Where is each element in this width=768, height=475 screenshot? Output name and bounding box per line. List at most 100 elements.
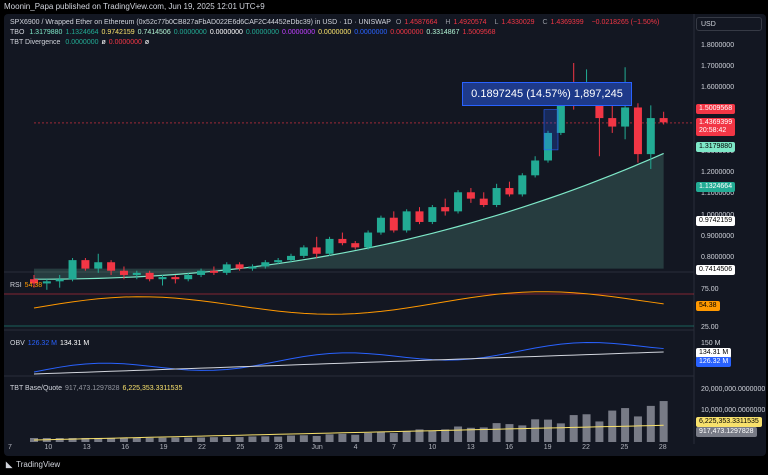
volume-bar	[209, 437, 218, 442]
tradingview-logo[interactable]: ◣ TradingView	[6, 460, 61, 469]
volume-bar	[441, 429, 450, 442]
candle-body	[209, 270, 218, 273]
candle-body	[659, 118, 668, 123]
candle-body	[608, 118, 617, 127]
chart-panel[interactable]: SPX6900 / Wrapped Ether on Ethereum (0x5…	[4, 14, 766, 456]
chart-canvas[interactable]	[4, 14, 766, 456]
price-scale-label: 1.7000000	[701, 63, 735, 71]
volume-bar	[556, 423, 565, 442]
time-axis-label: 7	[392, 444, 396, 451]
time-axis-label: 16	[505, 444, 514, 451]
vol-badge-base: 917,473.1297828	[696, 427, 757, 437]
vol-badge-quote: 6,225,353.3311535	[696, 417, 762, 427]
candle-body	[415, 211, 424, 222]
candle-body	[55, 279, 64, 282]
candle-body	[235, 264, 244, 269]
time-axis-label: 28	[658, 444, 667, 451]
candle-body	[119, 270, 128, 275]
volume-bar	[325, 434, 334, 442]
volume-bar	[646, 405, 655, 442]
volume-bar	[145, 437, 154, 442]
countdown: 20:58:42	[699, 127, 727, 134]
volume-bar	[171, 437, 180, 442]
candle-body	[364, 232, 373, 248]
candle-body	[428, 207, 437, 222]
candle-body	[274, 260, 283, 263]
candle-body	[479, 198, 488, 205]
time-axis-label: 10	[428, 444, 437, 451]
tbt-name[interactable]: TBT Divergence	[10, 39, 61, 46]
main-legend: SPX6900 / Wrapped Ether on Ethereum (0x5…	[10, 19, 660, 26]
time-axis-label: 28	[274, 444, 283, 451]
volume-bar	[569, 415, 578, 442]
time-axis-label: 13	[82, 444, 91, 451]
publisher-bar: Moonin_Papa published on TradingView.com…	[0, 0, 768, 14]
volume-bar	[107, 437, 116, 442]
volume-bar	[158, 437, 167, 442]
candle-body	[389, 217, 398, 231]
candle-body	[466, 192, 475, 199]
time-axis-label: 25	[620, 444, 629, 451]
candle-body	[633, 107, 642, 155]
rsi-badge: 54.38	[696, 301, 720, 311]
volume-bar	[248, 436, 257, 442]
volume-bar	[389, 433, 398, 442]
volume-bar	[351, 434, 360, 442]
volume-bar	[55, 437, 64, 442]
time-axis-label: 19	[159, 444, 168, 451]
currency-button[interactable]: USD	[696, 17, 762, 31]
tv-logo-icon: ◣	[6, 460, 13, 469]
candle-body	[402, 211, 411, 231]
volume-bar	[68, 437, 77, 442]
volume-bar	[376, 431, 385, 442]
tbo-fast-line	[33, 152, 664, 280]
time-axis-label: 10	[44, 444, 53, 451]
time-axis-label: 4	[353, 444, 358, 451]
volume-bar	[132, 437, 141, 442]
rsi-scale-25: 25.00	[701, 324, 719, 331]
symbol-title[interactable]: SPX6900 / Wrapped Ether on Ethereum (0x5…	[10, 19, 391, 26]
obv-ma-line	[33, 351, 664, 375]
candle-body	[68, 260, 77, 280]
volume-bar	[582, 414, 591, 442]
volume-bar	[81, 437, 90, 442]
volume-bar	[235, 437, 244, 442]
volume-bar	[184, 437, 193, 442]
candle-body	[132, 272, 141, 275]
candle-body	[325, 238, 334, 254]
candle-body	[351, 243, 360, 248]
tbo-name[interactable]: TBO	[10, 29, 25, 36]
volume-bar	[479, 427, 488, 442]
candle-body	[107, 262, 116, 271]
obv-line	[33, 341, 664, 373]
price-scale-label: 1.8000000	[701, 42, 735, 49]
volume-bar	[274, 436, 283, 442]
time-axis-label: 25	[236, 444, 245, 451]
badge-tbo-mid: 1.1324664	[696, 182, 736, 192]
volume-bar	[595, 421, 604, 442]
measure-label: 0.1897245 (14.57%) 1,897,245	[462, 82, 632, 106]
candle-body	[197, 270, 206, 275]
volume-bar	[261, 436, 270, 442]
candle-body	[441, 207, 450, 212]
time-axis-label: 13	[466, 444, 475, 451]
volume-bar	[119, 437, 128, 442]
price-scale-label: 1.6000000	[701, 84, 735, 92]
volume-bar	[518, 425, 527, 442]
rsi-scale-75: 75.00	[701, 286, 719, 293]
candle-body	[492, 188, 501, 205]
candle-body	[312, 247, 321, 254]
badge-tbo-fast: 1.3179880	[696, 142, 736, 152]
volume-bar	[299, 435, 308, 442]
obv-legend: OBV 126.32 M 134.31 M	[10, 340, 90, 347]
candle-body	[621, 107, 630, 127]
change-value: −0.0218265 (−1.50%)	[591, 19, 660, 26]
volume-bar	[197, 437, 206, 442]
close-value: 1.4369399	[550, 19, 584, 26]
measure-box	[543, 109, 559, 151]
badge-current-price: 1.4369399 20:58:42	[696, 118, 736, 136]
obv-scale-top: 150 M	[701, 340, 721, 347]
volume-bar	[454, 426, 463, 442]
candle-body	[42, 281, 51, 284]
price-scale-label: 1.2000000	[701, 169, 735, 177]
